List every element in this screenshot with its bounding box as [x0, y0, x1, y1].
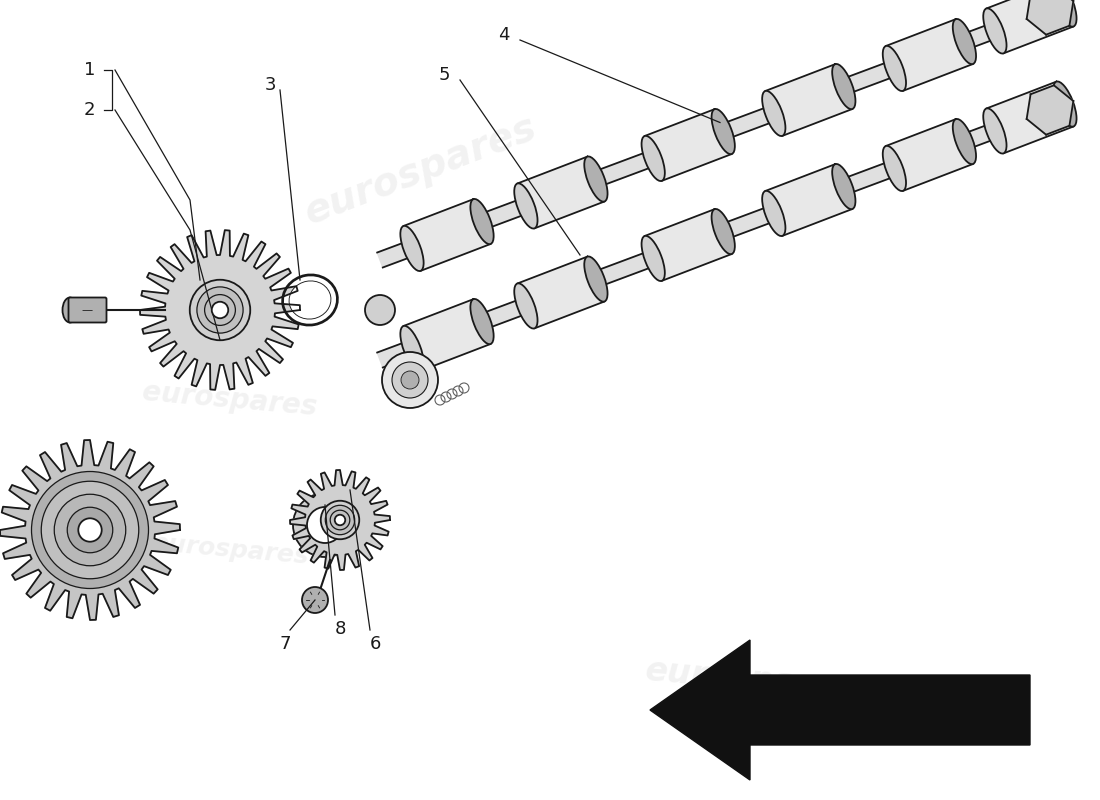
Polygon shape: [377, 102, 1053, 367]
Circle shape: [326, 506, 354, 534]
Text: eurospares: eurospares: [151, 531, 310, 569]
Circle shape: [189, 280, 251, 340]
Polygon shape: [645, 109, 732, 181]
Polygon shape: [404, 199, 491, 271]
Ellipse shape: [641, 236, 664, 281]
Polygon shape: [1026, 86, 1074, 134]
Polygon shape: [0, 440, 180, 620]
Text: eurospares: eurospares: [142, 378, 319, 422]
Ellipse shape: [471, 299, 494, 344]
Text: —: —: [81, 305, 94, 315]
Text: 2: 2: [84, 101, 95, 119]
Polygon shape: [886, 119, 974, 191]
Ellipse shape: [289, 281, 331, 319]
Circle shape: [321, 501, 360, 539]
Circle shape: [42, 482, 139, 578]
Ellipse shape: [983, 8, 1006, 54]
Text: 4: 4: [498, 26, 510, 44]
Ellipse shape: [515, 183, 538, 229]
Polygon shape: [650, 640, 1030, 780]
Circle shape: [54, 494, 125, 566]
Polygon shape: [766, 64, 852, 136]
Circle shape: [330, 510, 350, 530]
Ellipse shape: [471, 199, 494, 244]
Circle shape: [78, 518, 101, 542]
Text: 1: 1: [84, 61, 95, 79]
Circle shape: [382, 352, 438, 408]
Circle shape: [32, 471, 148, 589]
Ellipse shape: [400, 326, 424, 371]
Circle shape: [334, 514, 345, 526]
Ellipse shape: [983, 108, 1006, 154]
Ellipse shape: [833, 164, 856, 209]
Circle shape: [67, 507, 112, 553]
Polygon shape: [290, 470, 390, 570]
Ellipse shape: [953, 19, 976, 64]
Circle shape: [365, 295, 395, 325]
Circle shape: [205, 294, 235, 326]
Polygon shape: [645, 209, 732, 281]
Ellipse shape: [641, 136, 664, 181]
Ellipse shape: [712, 109, 735, 154]
Text: eurospares: eurospares: [298, 108, 541, 232]
Text: 7: 7: [279, 635, 290, 653]
Ellipse shape: [400, 226, 424, 271]
Circle shape: [302, 587, 328, 613]
Circle shape: [197, 287, 243, 333]
Polygon shape: [987, 82, 1074, 154]
Text: 3: 3: [264, 76, 276, 94]
FancyBboxPatch shape: [68, 298, 107, 322]
Text: 5: 5: [439, 66, 450, 84]
Polygon shape: [987, 0, 1074, 54]
Ellipse shape: [1054, 82, 1077, 126]
Polygon shape: [377, 2, 1053, 267]
Circle shape: [392, 362, 428, 398]
Ellipse shape: [833, 64, 856, 109]
Polygon shape: [140, 230, 300, 390]
Ellipse shape: [883, 46, 906, 91]
Ellipse shape: [584, 257, 607, 302]
Ellipse shape: [515, 283, 538, 329]
Polygon shape: [517, 157, 605, 228]
Polygon shape: [1026, 0, 1074, 34]
Text: eurospares: eurospares: [644, 654, 857, 706]
Ellipse shape: [63, 298, 77, 322]
Ellipse shape: [762, 91, 785, 136]
Circle shape: [293, 493, 358, 557]
Circle shape: [307, 507, 343, 543]
Text: 8: 8: [334, 620, 345, 638]
Ellipse shape: [762, 191, 785, 236]
Polygon shape: [766, 164, 852, 236]
Polygon shape: [404, 299, 491, 371]
Ellipse shape: [953, 119, 976, 164]
Circle shape: [402, 371, 419, 389]
Ellipse shape: [584, 157, 607, 202]
Text: 6: 6: [370, 635, 381, 653]
Polygon shape: [517, 257, 605, 328]
Polygon shape: [886, 19, 974, 91]
Ellipse shape: [883, 146, 906, 191]
Circle shape: [211, 302, 229, 318]
Ellipse shape: [1054, 0, 1077, 26]
Ellipse shape: [712, 209, 735, 254]
